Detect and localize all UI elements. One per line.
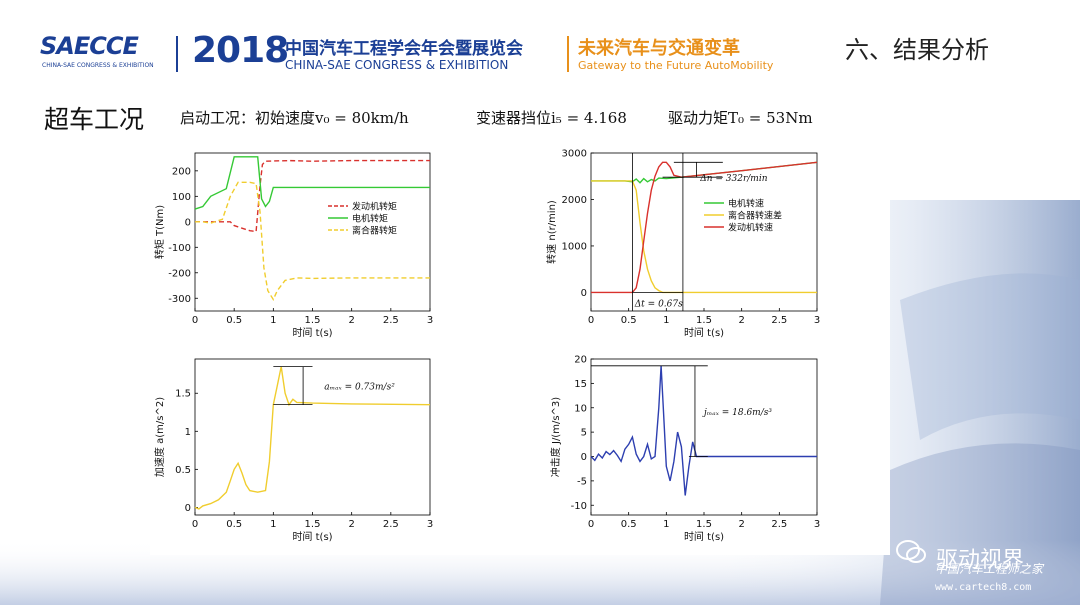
chart-2-xtick-label: 0.5 [621,315,637,326]
chart-3-xlabel: 时间 t(s) [292,530,332,543]
chart-2-xtick-label: 1 [663,315,669,326]
chart-4-ytick-label: -5 [577,476,587,487]
chart-1-xtick-label: 2.5 [383,315,399,326]
chart-3-ytick-label: 0.5 [175,465,191,476]
chart-4-ytick-label: 0 [581,452,587,463]
condition-start: 启动工况：初始速度v₀ = 80km/h [180,109,409,127]
condition-torque: 驱动力矩T₀ = 53Nm [668,109,813,127]
chart-1-legend-label-1: 发动机转矩 [352,201,397,213]
chart-4-ylabel: 冲击度 J/(m/s^3) [549,397,562,477]
chart-3-xtick-label: 0.5 [226,519,242,530]
chart-4-xtick-label: 3 [814,519,820,530]
chart-4-ytick-label: -10 [571,501,587,512]
chart-3-xtick-label: 2.5 [383,519,399,530]
chart-1-ytick-label: 0 [185,217,191,228]
chart-1-series-2-line [194,156,430,210]
section-title: 六、结果分析 [845,36,989,64]
chart-1-xtick-label: 0.5 [226,315,242,326]
chart-2-ytick-label: 0 [581,288,587,299]
condition-title: 超车工况 [44,105,145,134]
header-slogan-cn: 未来汽车与交通变革 [578,38,740,59]
watermark-text: 驱动视界 [936,548,1025,573]
header-divider-2 [567,36,569,72]
chart-2-xtick-label: 1.5 [696,315,712,326]
chart-2-xtick-label: 3 [814,315,820,326]
chart-3-annotation-1: aₘₐₓ = 0.73m/s² [324,383,395,393]
chart-4-xtick-label: 0 [588,519,594,530]
chart-2-xlabel: 时间 t(s) [684,326,724,339]
chart-4-xtick-label: 1 [663,519,669,530]
chart-3-xtick-label: 3 [427,519,433,530]
chart-2-ylabel: 转速 n(r/min) [545,200,558,264]
chart-2-annotation-2: Δt = 0.67s [634,299,683,309]
chart-1-ytick-label: -100 [168,243,191,254]
chart-1-ytick-label: -200 [168,268,191,279]
chart-1-frame [194,152,431,312]
chart-4-xtick-label: 2.5 [771,519,787,530]
chart-1-ylabel: 转矩 T(Nm) [153,205,166,259]
chart-3-ytick-label: 1 [185,427,191,438]
watermark-url: www.cartech8.com [935,582,1032,593]
chart-1-ytick-label: 200 [172,166,191,177]
header-year: 2018 [192,30,289,71]
chart-2-legend-label-2: 离合器转速差 [728,210,782,222]
chart-1-xtick-label: 1.5 [305,315,321,326]
chart-1-legend-label-2: 电机转矩 [352,213,388,225]
logo-subtext: CHINA-SAE CONGRESS & EXHIBITION [42,62,154,69]
chart-4-ytick-label: 10 [574,403,587,414]
logo-text: SAECCE [40,32,139,60]
chart-2-ytick-label: 3000 [562,149,587,160]
chart-1-xtick-label: 2 [348,315,354,326]
chart-3-frame [194,358,431,516]
chart-1-series-1-line [195,159,430,233]
condition-gear: 变速器挡位i₅ = 4.168 [476,109,627,127]
wechat-icon [896,540,926,563]
chart-4-ytick-label: 15 [574,379,587,390]
chart-2-annotation-1: Δn = 332r/min [699,174,767,184]
chart-2-legend-label-1: 电机转速 [728,198,764,210]
header-slogan-en: Gateway to the Future AutoMobility [578,59,774,72]
chart-4-xlabel: 时间 t(s) [684,530,724,543]
chart-3-ytick-label: 0 [185,503,191,514]
saecce-logo: SAECCE CHINA-SAE CONGRESS & EXHIBITION [40,28,168,72]
chart-2-xtick-label: 2 [738,315,744,326]
header-title-en: CHINA-SAE CONGRESS & EXHIBITION [285,58,509,72]
chart-2-xtick-label: 0 [588,315,594,326]
chart-4-annotation-1: jₘₐₓ = 18.6m/s³ [702,408,772,418]
chart-1-ytick-label: 100 [172,192,191,203]
chart-4-ytick-label: 5 [581,428,587,439]
chart-1-legend-label-3: 离合器转矩 [352,225,397,237]
chart-4-frame [590,358,818,516]
chart-3-ylabel: 加速度 a(m/s^2) [153,397,166,477]
chart-3-ytick-label: 1.5 [175,389,191,400]
chart-2-series-3-line [591,161,818,294]
chart-4-xtick-label: 2 [738,519,744,530]
chart-3-series-1-line [194,366,431,510]
watermark-cn: 中国汽车工程师之家 [935,562,1044,576]
chart-4-xtick-label: 0.5 [621,519,637,530]
chart-2-xtick-label: 2.5 [771,315,787,326]
chart-1-series-3-line [195,181,430,301]
chart-4-ytick-label: 20 [574,355,587,366]
chart-3-xtick-label: 0 [192,519,198,530]
chart-2-ytick-label: 2000 [562,195,587,206]
chart-3-xtick-label: 1 [270,519,276,530]
chart-3-xtick-label: 2 [348,519,354,530]
chart-1-xtick-label: 1 [270,315,276,326]
chart-1-ytick-label: -300 [168,294,191,305]
header-title-cn: 中国汽车工程学会年会暨展览会 [285,39,523,59]
chart-2-frame [590,152,818,312]
chart-1-xlabel: 时间 t(s) [292,326,332,339]
chart-4-xtick-label: 1.5 [696,519,712,530]
chart-2-legend-label-3: 发动机转速 [728,222,773,234]
chart-1-xtick-label: 0 [192,315,198,326]
chart-4-series-1-line [590,365,817,496]
chart-2-ytick-label: 1000 [562,241,587,252]
header-divider [176,36,178,72]
chart-1-xtick-label: 3 [427,315,433,326]
chart-3-xtick-label: 1.5 [305,519,321,530]
